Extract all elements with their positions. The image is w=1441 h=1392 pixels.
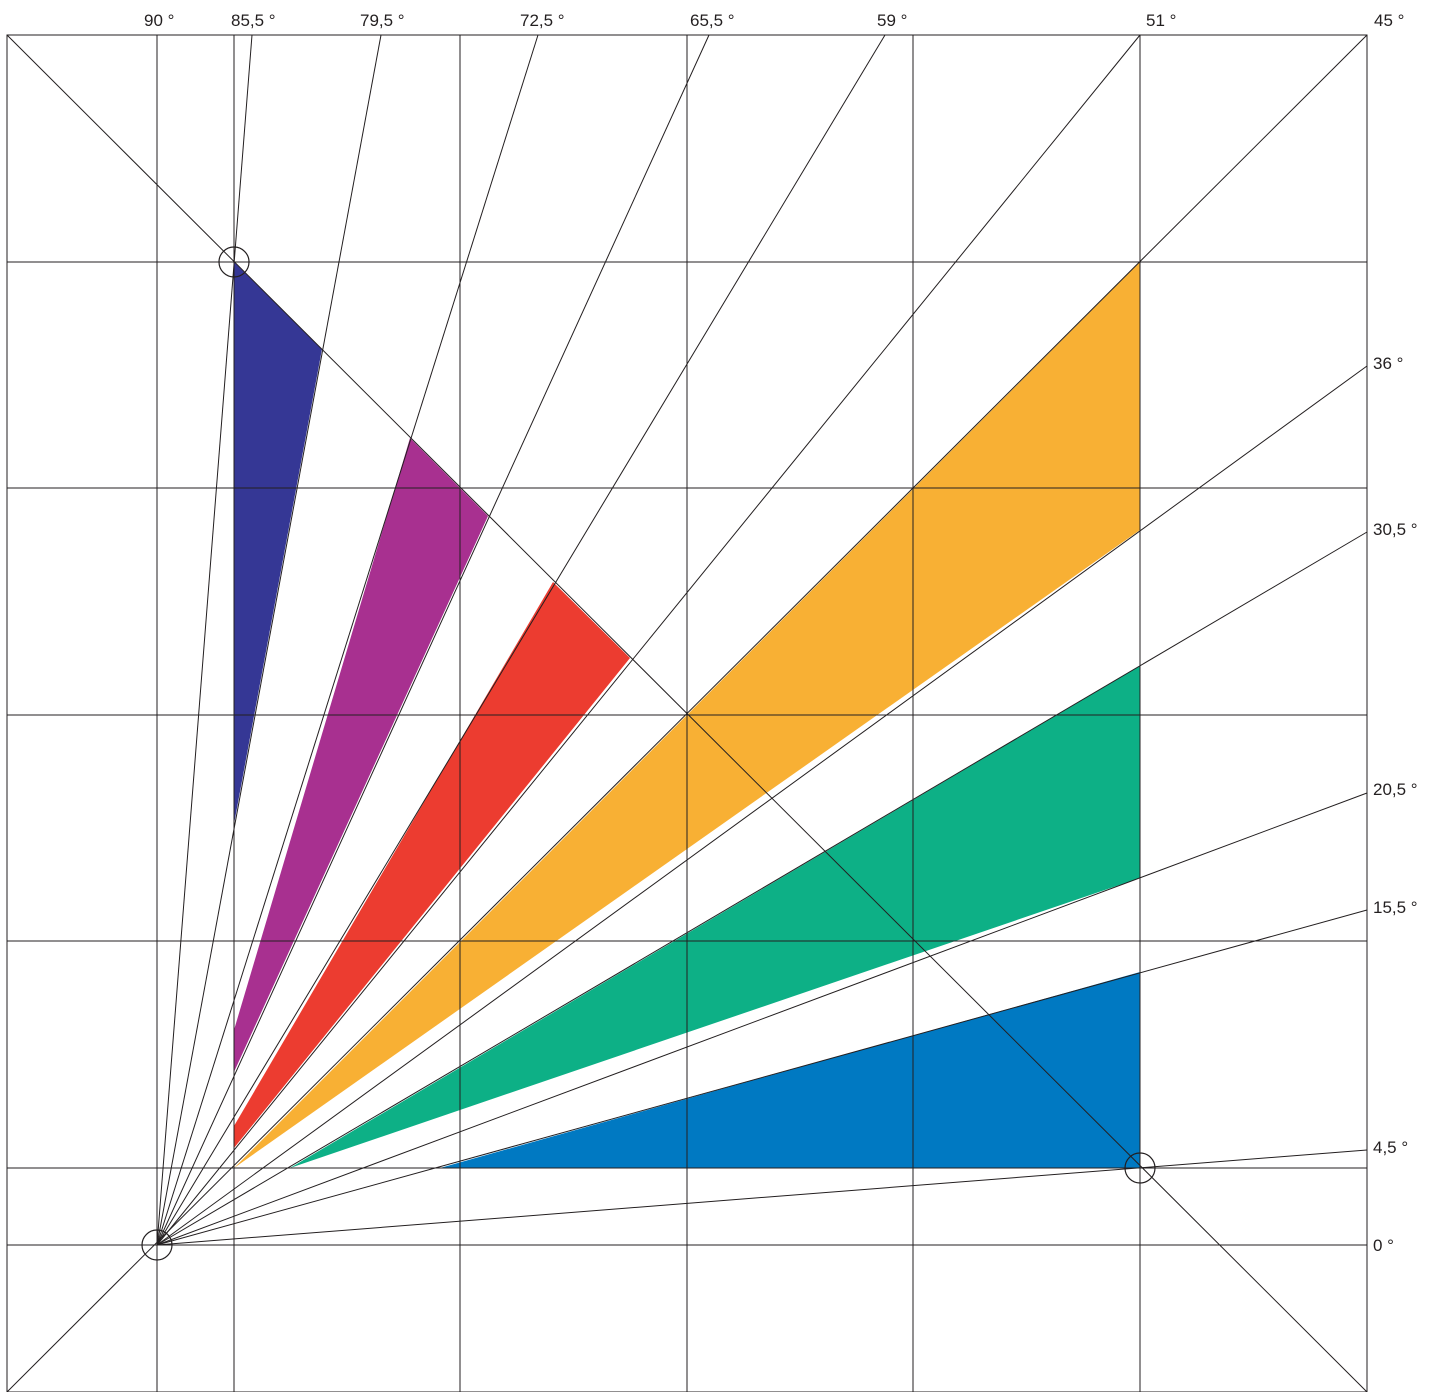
- ray-4-5: [156, 1149, 1368, 1246]
- diagonal-from-origin: [6, 34, 1368, 1392]
- ray-20-5: [156, 792, 1368, 1246]
- ray-65-5: [156, 34, 710, 1246]
- label-72-5: 72,5 °: [520, 11, 565, 30]
- ray-36: [156, 365, 1368, 1246]
- label-15-5: 15,5 °: [1373, 898, 1418, 917]
- ray-51: [156, 34, 1141, 1246]
- origin-circle: [141, 1229, 173, 1261]
- ray-79-5: [156, 34, 382, 1246]
- markers: [141, 246, 1156, 1261]
- wedge-navy: [234, 262, 322, 824]
- label-59: 59 °: [877, 11, 907, 30]
- label-90: 90 °: [144, 11, 174, 30]
- label-51: 51 °: [1146, 11, 1176, 30]
- label-20-5: 20,5 °: [1373, 780, 1418, 799]
- ray-72-5: [156, 34, 539, 1246]
- ray-15-5: [156, 909, 1368, 1246]
- wedge-red: [234, 582, 630, 1148]
- angle-labels: 90 ° 85,5 ° 79,5 ° 72,5 ° 65,5 ° 59 ° 51…: [144, 11, 1418, 1255]
- label-36: 36 °: [1373, 354, 1403, 373]
- diagonals: [6, 34, 1368, 1392]
- label-45: 45 °: [1374, 11, 1404, 30]
- ray-85-5: [156, 34, 253, 1246]
- label-30-5: 30,5 °: [1373, 520, 1418, 539]
- lower-intersection-circle: [1124, 1152, 1156, 1184]
- label-65-5: 65,5 °: [690, 11, 735, 30]
- upper-intersection-circle: [218, 246, 250, 278]
- label-0: 0 °: [1373, 1236, 1394, 1255]
- label-85-5: 85,5 °: [231, 11, 276, 30]
- ray-30-5: [156, 531, 1368, 1246]
- label-79-5: 79,5 °: [360, 11, 405, 30]
- rays: [156, 34, 1368, 1246]
- wedge-purple: [234, 438, 488, 1072]
- ray-59: [156, 34, 886, 1246]
- label-4-5: 4,5 °: [1373, 1138, 1408, 1157]
